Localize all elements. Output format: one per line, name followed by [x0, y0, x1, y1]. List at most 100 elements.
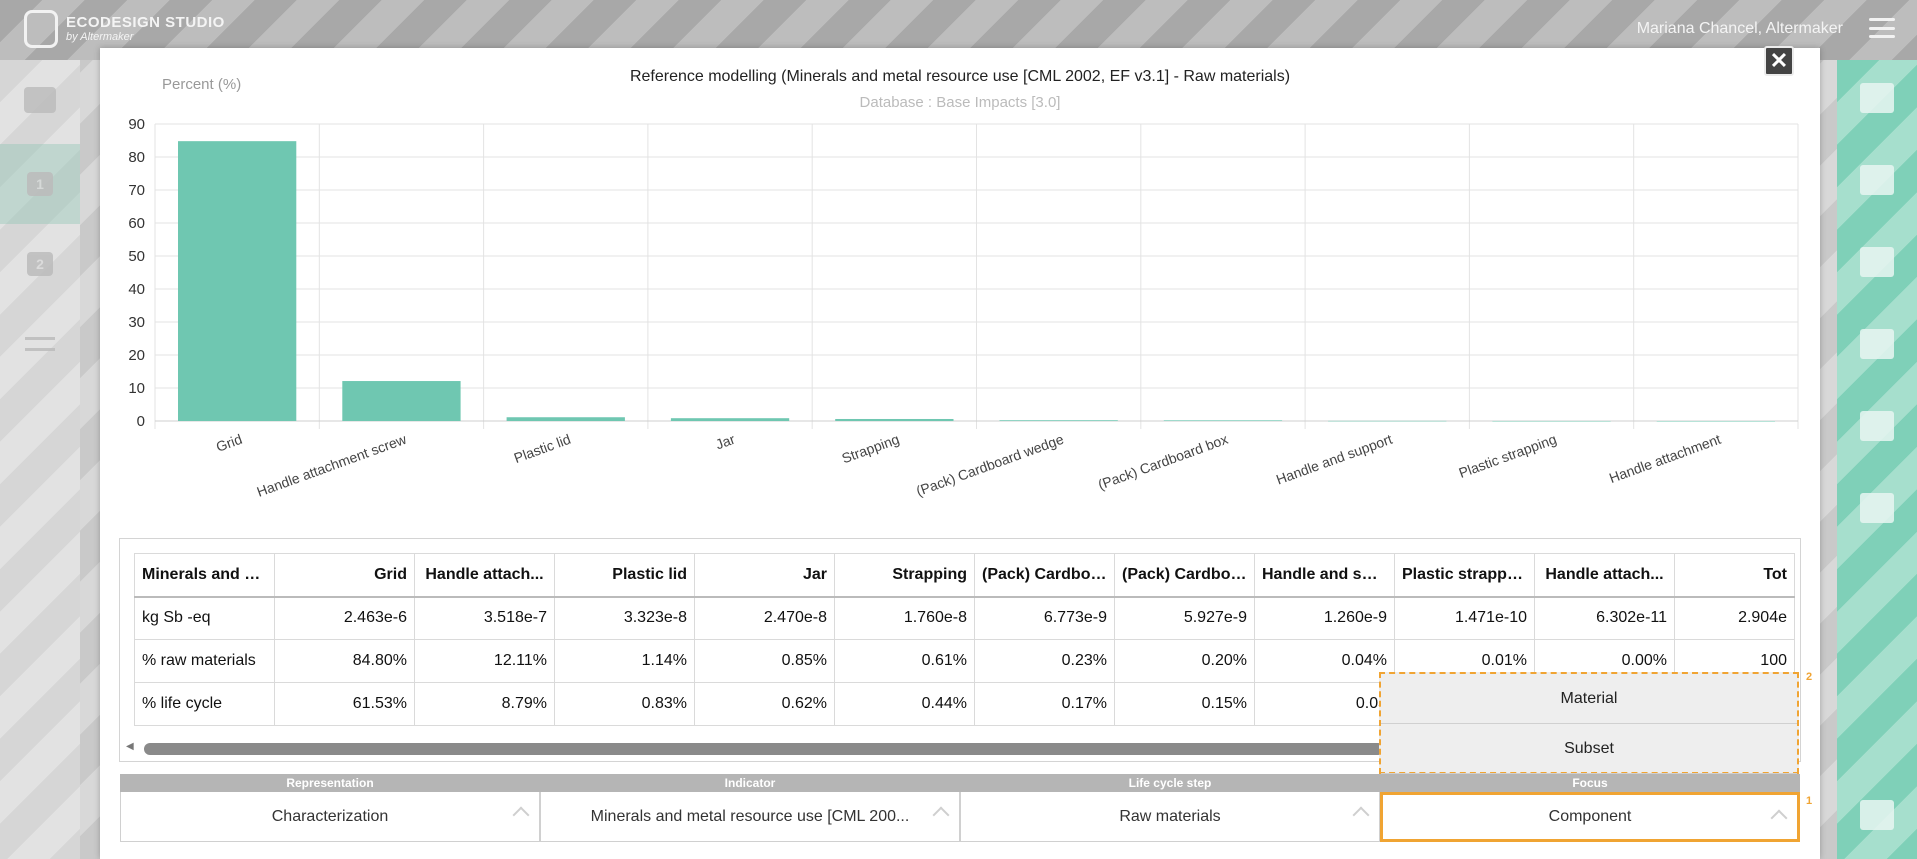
column-header[interactable]: Plastic lid [554, 553, 695, 598]
x-tick-label: Handle attachment [1607, 431, 1723, 486]
table-cell: 3.518e-7 [414, 596, 555, 640]
y-tick-label: 30 [128, 314, 145, 331]
upload-icon [1860, 800, 1894, 830]
user-name[interactable]: Mariana Chancel, Altermaker [1636, 20, 1843, 37]
nav-end-of-life[interactable] [1855, 406, 1899, 446]
column-header-indicator[interactable]: Minerals and m... [134, 553, 275, 598]
x-tick-label: Plastic strapping [1457, 431, 1559, 481]
bar[interactable] [670, 418, 790, 421]
x-tick-label: Jar [713, 431, 737, 453]
table-cell: 1.760e-8 [834, 596, 975, 640]
filter-label-life-cycle-step: Life cycle step [960, 774, 1380, 792]
indicator-select[interactable]: Minerals and metal resource use [CML 200… [540, 792, 960, 842]
table-row: kg Sb -eq 2.463e-6 3.518e-7 3.323e-8 2.470e-… [134, 596, 1795, 640]
column-header[interactable]: (Pack) Cardboa... [974, 553, 1115, 598]
dropdown-option-material[interactable]: Material [1381, 674, 1797, 724]
dropdown-option-subset[interactable]: Subset [1381, 724, 1797, 774]
sidebar-item-settings[interactable] [0, 304, 80, 384]
bar[interactable] [835, 418, 954, 421]
bar[interactable] [999, 420, 1118, 421]
column-header[interactable]: Handle attach... [1534, 553, 1675, 598]
scroll-left-icon[interactable]: ◀ [126, 741, 134, 752]
focus-value: Component [1548, 808, 1632, 825]
x-tick-label: Grid [214, 431, 244, 455]
nav-results[interactable] [1855, 488, 1899, 528]
nav-transport[interactable] [1855, 242, 1899, 282]
table-cell: 0.83% [554, 682, 695, 726]
sidebar-item-step-1[interactable]: 1 [0, 144, 80, 224]
filter-label-focus: Focus [1380, 774, 1800, 792]
table-cell: 0.17% [974, 682, 1115, 726]
life-cycle-step-value: Raw materials [1119, 807, 1221, 825]
use-icon [1860, 329, 1894, 359]
bar-chart: 0 10 20 30 40 50 60 70 80 90 Grid Handle attachment… [128, 116, 1799, 500]
nav-export[interactable] [1855, 795, 1899, 835]
column-header[interactable]: Strapping [834, 553, 975, 598]
close-modal-button[interactable]: ✕ [1764, 46, 1794, 76]
life-cycle-step-select[interactable]: Raw materials [960, 792, 1380, 842]
recycle-icon [1860, 411, 1894, 441]
filter-indicator: Indicator Minerals and metal resource us… [540, 774, 960, 842]
bar[interactable] [1163, 420, 1283, 421]
table-cell: 0.44% [834, 682, 975, 726]
table-cell: 6.302e-11 [1534, 596, 1675, 640]
brand-name: ECODESIGN STUDIO [66, 14, 225, 31]
chart-subtitle: Database : Base Impacts [3.0] [859, 94, 1061, 111]
bar[interactable] [1328, 420, 1447, 422]
sidebar-item-projects[interactable] [0, 60, 80, 140]
bar[interactable] [506, 417, 625, 421]
bar[interactable] [1656, 421, 1775, 422]
step-2-icon: 2 [27, 252, 53, 276]
filter-bar: Representation Characterization Indicato… [120, 774, 1800, 842]
column-header[interactable]: Plastic strapping [1394, 553, 1535, 598]
chevron-up-icon [1352, 806, 1370, 824]
chart-title: Reference modelling (Minerals and metal … [629, 68, 1291, 85]
representation-select[interactable]: Characterization [120, 792, 540, 842]
ecodesign-logo-icon [24, 10, 58, 48]
x-tick-label: (Pack) Cardboard box [1096, 431, 1230, 493]
table-cell: 1.14% [554, 639, 695, 683]
sidebar-item-step-2[interactable]: 2 [0, 224, 80, 304]
filter-life-cycle-step: Life cycle step Raw materials [960, 774, 1380, 842]
table-cell: 0.03 [1254, 682, 1395, 726]
column-header[interactable]: Grid [274, 553, 415, 598]
bar[interactable] [342, 381, 461, 421]
x-tick-label: Plastic lid [512, 431, 573, 466]
table-horizontal-scrollbar[interactable] [144, 743, 1384, 755]
hamburger-menu-icon[interactable] [1869, 18, 1895, 38]
x-tick-label: Strapping [840, 431, 902, 467]
column-header[interactable]: Handle and sup... [1254, 553, 1395, 598]
y-tick-label: 40 [128, 281, 145, 298]
bar[interactable] [1492, 420, 1611, 422]
column-header[interactable]: Tot [1674, 553, 1795, 598]
table-cell: 0.20% [1114, 639, 1255, 683]
focus-select[interactable]: Component [1380, 792, 1800, 842]
chevron-up-icon [512, 806, 530, 824]
table-cell: 0.23% [974, 639, 1115, 683]
settings-sliders-icon [25, 331, 55, 357]
raw-materials-icon [1860, 83, 1894, 113]
y-tick-label: 0 [137, 413, 145, 430]
column-header[interactable]: Jar [694, 553, 835, 598]
table-cell: 0.62% [694, 682, 835, 726]
nav-raw-materials[interactable] [1855, 78, 1899, 118]
chevron-up-icon [1770, 809, 1788, 827]
row-label: % raw materials [134, 639, 275, 683]
column-header[interactable]: Handle attach... [414, 553, 555, 598]
column-header[interactable]: (Pack) Cardboa... [1114, 553, 1255, 598]
folder-icon [24, 87, 56, 113]
x-tick-label: (Pack) Cardboard wedge [914, 431, 1066, 499]
nav-manufacturing[interactable] [1855, 160, 1899, 200]
x-tick-label: Handle attachment screw [255, 430, 410, 499]
bar[interactable] [178, 141, 297, 421]
y-tick-label: 50 [128, 248, 145, 265]
x-tick-label: Handle and support [1274, 431, 1394, 488]
dropdown-marker: 2 [1806, 671, 1813, 683]
table-cell: 0.85% [694, 639, 835, 683]
y-tick-label: 10 [128, 380, 145, 397]
brand[interactable]: ECODESIGN STUDIO by Altermaker [24, 10, 225, 48]
y-tick-label: 80 [128, 149, 145, 166]
table-cell: 0.15% [1114, 682, 1255, 726]
table-cell: 2.463e-6 [274, 596, 415, 640]
nav-use[interactable] [1855, 324, 1899, 364]
